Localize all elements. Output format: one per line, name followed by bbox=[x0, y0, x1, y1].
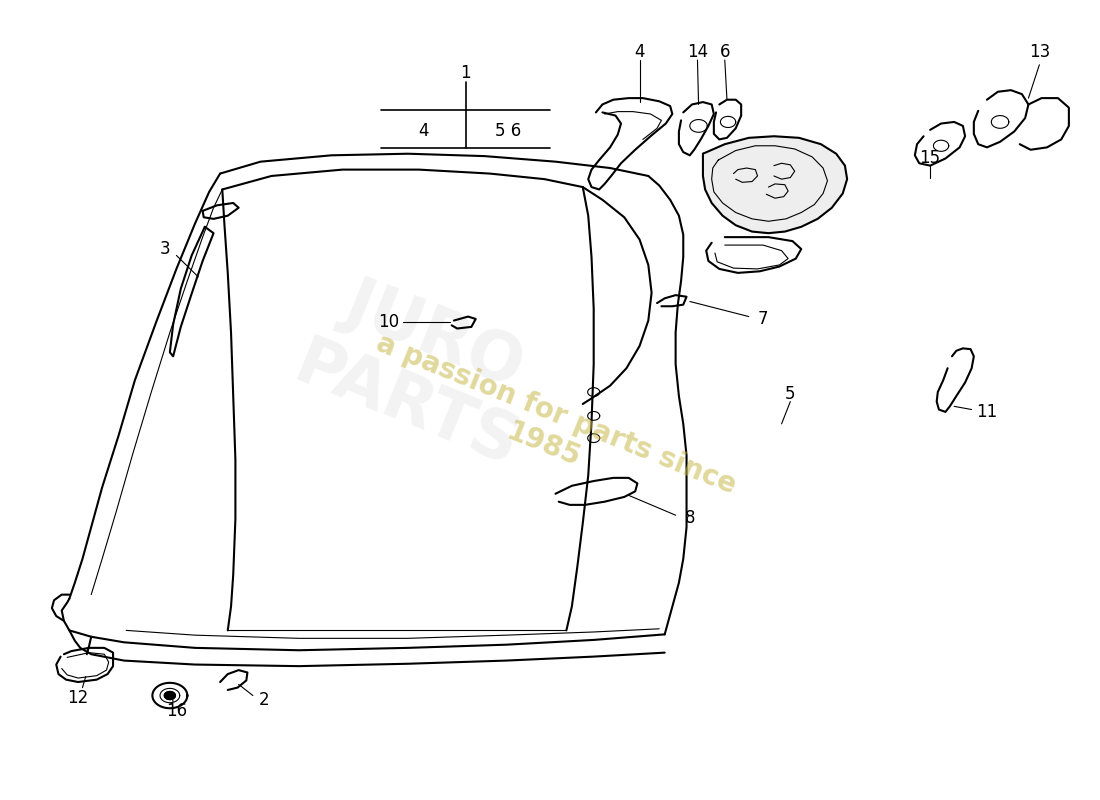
Text: a passion for parts since
1985: a passion for parts since 1985 bbox=[360, 330, 740, 530]
Text: 8: 8 bbox=[684, 509, 695, 526]
Text: 6: 6 bbox=[719, 43, 730, 61]
Text: 1: 1 bbox=[461, 64, 471, 82]
Text: 13: 13 bbox=[1028, 43, 1050, 61]
Text: 7: 7 bbox=[758, 310, 768, 328]
Text: 12: 12 bbox=[67, 689, 89, 707]
Polygon shape bbox=[164, 691, 175, 699]
Polygon shape bbox=[703, 136, 847, 233]
Text: 4: 4 bbox=[418, 122, 429, 141]
Text: 5: 5 bbox=[785, 385, 795, 402]
Text: 14: 14 bbox=[686, 43, 708, 61]
Text: 4: 4 bbox=[635, 43, 645, 61]
Text: 5 6: 5 6 bbox=[495, 122, 521, 141]
Text: 15: 15 bbox=[920, 149, 940, 166]
Text: 2: 2 bbox=[258, 691, 270, 710]
Text: 11: 11 bbox=[977, 403, 998, 421]
Text: 10: 10 bbox=[377, 313, 399, 331]
Text: 16: 16 bbox=[166, 702, 187, 721]
Text: JURO
PARTS: JURO PARTS bbox=[285, 260, 557, 481]
Text: 3: 3 bbox=[161, 240, 170, 258]
